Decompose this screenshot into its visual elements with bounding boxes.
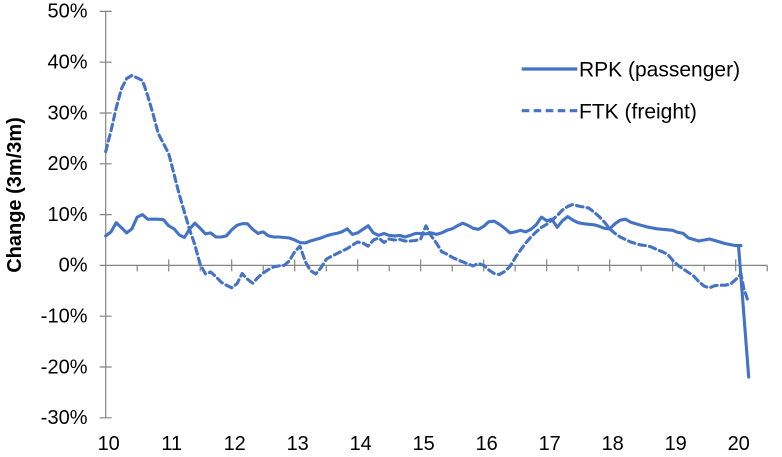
- svg-text:13: 13: [287, 433, 309, 455]
- svg-text:19: 19: [665, 433, 687, 455]
- svg-text:11: 11: [161, 433, 182, 455]
- svg-text:18: 18: [602, 433, 624, 455]
- svg-text:-30%: -30%: [41, 407, 88, 429]
- svg-text:0%: 0%: [59, 255, 88, 277]
- svg-text:50%: 50%: [47, 1, 87, 23]
- svg-text:-10%: -10%: [41, 306, 88, 328]
- svg-text:FTK (freight): FTK (freight): [579, 100, 697, 123]
- svg-text:30%: 30%: [47, 102, 87, 124]
- svg-text:12: 12: [224, 433, 246, 455]
- svg-text:10%: 10%: [47, 204, 87, 226]
- svg-text:15: 15: [413, 433, 435, 455]
- svg-text:10: 10: [98, 433, 120, 455]
- svg-text:17: 17: [539, 433, 561, 455]
- svg-text:RPK (passenger): RPK (passenger): [579, 59, 740, 82]
- svg-text:20%: 20%: [47, 153, 87, 175]
- svg-text:Change (3m/3m): Change (3m/3m): [4, 117, 26, 273]
- svg-text:40%: 40%: [47, 52, 87, 74]
- svg-text:-20%: -20%: [41, 356, 88, 378]
- svg-text:14: 14: [350, 433, 372, 455]
- svg-text:16: 16: [476, 433, 498, 455]
- svg-text:20: 20: [728, 433, 750, 455]
